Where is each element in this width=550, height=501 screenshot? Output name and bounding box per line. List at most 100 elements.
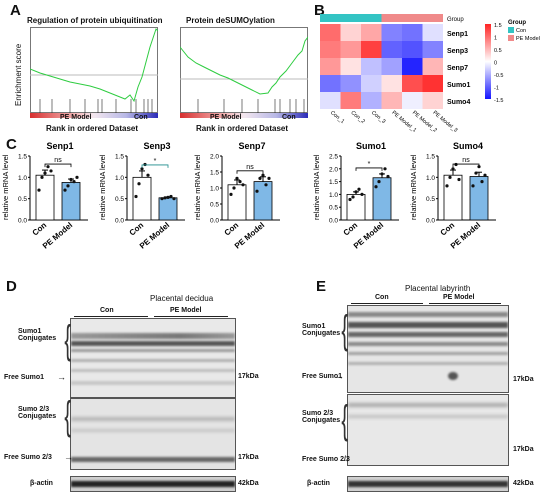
panel-d: Placental decidua Con PE Model { Sumo1 C… bbox=[0, 280, 310, 500]
bar-group-label: Con bbox=[342, 221, 360, 238]
data-point bbox=[445, 184, 449, 188]
heatmap-sample-label: Con_3 bbox=[370, 110, 386, 125]
data-point bbox=[474, 171, 478, 175]
sig-bracket bbox=[44, 163, 72, 168]
data-point bbox=[451, 167, 455, 171]
blot-e-label-sumo23: Sumo 2/3 Conjugates bbox=[302, 410, 341, 424]
heatmap-gene-label: Senp7 bbox=[447, 65, 468, 72]
bar-ytick-label: 2.5 bbox=[329, 154, 338, 161]
heatmap-cell bbox=[340, 58, 361, 75]
data-point bbox=[380, 172, 384, 176]
brace-e-sumo1: { bbox=[341, 308, 349, 352]
heatmap-cell bbox=[381, 58, 402, 75]
data-point bbox=[480, 180, 484, 184]
data-point bbox=[46, 165, 50, 169]
legend-title: Group bbox=[508, 20, 526, 26]
data-point bbox=[134, 194, 138, 199]
blot-d-label-free-sumo23: Free Sumo 2/3 bbox=[4, 454, 52, 461]
bar-group-label: Con bbox=[223, 221, 241, 238]
blot-d-con-line bbox=[74, 316, 148, 317]
brace-d-sumo23: { bbox=[64, 394, 72, 438]
blot-d-kda-sumo23: 17kDa bbox=[238, 454, 259, 461]
heatmap-cell bbox=[422, 58, 443, 75]
bar-ytick-label: 1.5 bbox=[210, 170, 219, 177]
data-point bbox=[43, 171, 47, 175]
bar-title: Sumo4 bbox=[453, 141, 483, 151]
bar-chart-senp7: relative mRNA level Senp7 0.0 0.5 1.0 1.5 2.0 C… bbox=[193, 141, 280, 251]
blot-e-kda-sumo1: 17kDa bbox=[513, 376, 534, 383]
sig-bracket bbox=[236, 170, 264, 174]
panel-label-c: C bbox=[6, 136, 17, 153]
data-point bbox=[383, 167, 387, 171]
bar-ylabel: relative mRNA level bbox=[193, 154, 202, 220]
bar-ytick-label: 0.5 bbox=[115, 196, 124, 203]
gsea-plot-1 bbox=[30, 27, 158, 113]
bar-ylabel: relative mRNA level bbox=[98, 154, 107, 220]
heatmap-gene-label: Sumo1 bbox=[447, 82, 470, 89]
blot-d-sumo23 bbox=[70, 398, 236, 470]
panel-b: Group Senp1 Senp3 Senp7 Sumo1 Sumo4 Con_1 Con_2… bbox=[318, 12, 550, 136]
bar-title: Senp3 bbox=[143, 141, 170, 151]
data-point bbox=[351, 195, 355, 199]
gsea-frame-1 bbox=[30, 27, 158, 113]
group-bar-cell bbox=[422, 14, 443, 22]
bar-ytick-label: 1.0 bbox=[329, 192, 338, 199]
bar-ytick-label: 2.0 bbox=[210, 154, 219, 161]
bar-ytick-label: 1.5 bbox=[426, 154, 435, 161]
data-point bbox=[66, 184, 70, 188]
blot-e-group-pe: PE Model bbox=[443, 294, 475, 301]
bar-ytick-label: 1.0 bbox=[210, 186, 219, 193]
bar-ytick-label: 0.5 bbox=[210, 202, 219, 209]
bar-ytick-label: 0.0 bbox=[18, 218, 27, 225]
data-point bbox=[75, 175, 79, 179]
data-point bbox=[357, 187, 361, 191]
blot-d-title: Placental decidua bbox=[150, 294, 214, 303]
colorbar-tick: 0.5 bbox=[494, 48, 502, 54]
bar bbox=[372, 177, 392, 221]
gsea-plot-2 bbox=[180, 27, 308, 113]
bar-ytick-label: 0.0 bbox=[426, 218, 435, 225]
bar-title: Senp7 bbox=[238, 141, 265, 151]
bar bbox=[132, 176, 152, 221]
blot-e-label-free-sumo1: Free Sumo1 bbox=[302, 373, 343, 380]
gsea-rank-bar-2 bbox=[180, 113, 308, 118]
bar-ytick-label: 1.5 bbox=[329, 179, 338, 186]
gsea-title-2: Protein deSUMOylation bbox=[186, 16, 275, 25]
heatmap-cell bbox=[422, 75, 443, 92]
bar-ytick-label: 1.0 bbox=[426, 175, 435, 182]
gsea-hits-2 bbox=[197, 99, 305, 113]
heatmap-sample-label: Con_1 bbox=[329, 110, 345, 125]
blot-e-kda-sumo23: 17kDa bbox=[513, 446, 534, 453]
data-point bbox=[166, 195, 170, 199]
gsea-xlabel-1: Rank in ordered Dataset bbox=[46, 124, 139, 133]
arrow-icon: → bbox=[64, 452, 73, 462]
heatmap-cell bbox=[320, 41, 341, 58]
heatmap-cell bbox=[402, 24, 423, 41]
data-point bbox=[471, 184, 475, 188]
colorbar-tick: 1.5 bbox=[494, 23, 502, 29]
bar-title: Sumo1 bbox=[356, 141, 386, 151]
heatmap-cell bbox=[340, 75, 361, 92]
blot-d-label-actin: β-actin bbox=[30, 480, 53, 487]
data-point bbox=[386, 174, 390, 179]
bar bbox=[253, 181, 273, 221]
brace-e-sumo23: { bbox=[341, 398, 349, 442]
data-point bbox=[137, 182, 141, 186]
heatmap-cell bbox=[340, 92, 361, 109]
data-point bbox=[169, 194, 173, 199]
bar-group-label: Con bbox=[31, 221, 49, 238]
sig-label: * bbox=[368, 161, 371, 168]
arrow-icon: → bbox=[335, 371, 344, 381]
heatmap-gene-label: Sumo4 bbox=[447, 99, 470, 106]
bar bbox=[443, 174, 463, 221]
blot-d-kda-actin: 42kDa bbox=[238, 480, 259, 487]
blot-e-kda-actin: 42kDa bbox=[513, 480, 534, 487]
gsea-right-label-2: Con bbox=[282, 114, 296, 121]
legend-entry: PE Model bbox=[516, 36, 540, 42]
blot-d-label-sumo23: Sumo 2/3 Conjugates bbox=[18, 406, 57, 420]
bar-ylabel: relative mRNA level bbox=[1, 154, 10, 220]
data-point bbox=[140, 167, 144, 171]
data-point bbox=[229, 192, 233, 196]
bar bbox=[227, 184, 247, 221]
legend-entry: Con bbox=[516, 28, 526, 34]
